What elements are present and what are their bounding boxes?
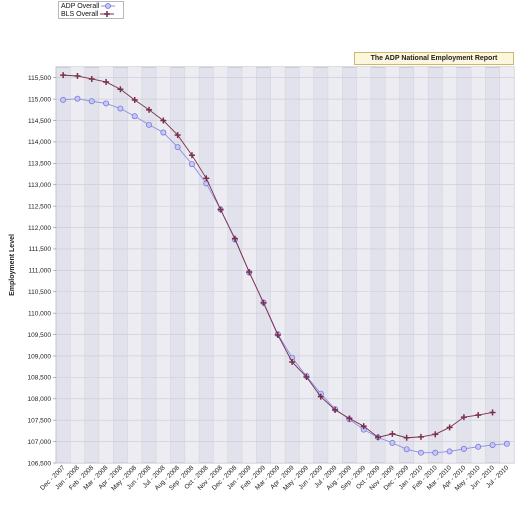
legend-entry-adp: ADP Overall [61,2,123,10]
chart-title: The ADP National Employment Report [354,52,514,65]
data-point-adp [131,113,138,120]
data-point-adp [418,449,424,456]
y-tick-label: 107,500 [28,417,52,424]
data-point-adp [432,449,439,456]
data-point-adp [74,95,81,102]
data-point-bls [375,434,382,441]
data-point-bls [74,72,81,79]
y-tick-label: 110,500 [28,289,51,296]
data-point-bls [317,393,324,400]
data-point-bls [389,430,396,437]
y-tick-label: 106,500 [28,460,52,467]
data-point-bls [160,117,167,124]
data-point-bls [289,358,296,365]
data-point-bls [174,132,181,139]
data-point-adp [160,129,167,136]
y-tick-label: 112,000 [28,225,51,232]
y-tick-label: 108,000 [28,396,52,403]
data-point-adp [60,97,67,103]
data-point-bls [203,175,210,182]
data-point-bls [131,96,138,103]
grid-band [127,67,142,463]
data-point-adp [460,445,467,452]
data-point-bls [117,86,124,93]
grid-band [327,67,343,463]
y-tick-label: 114,500 [28,118,51,125]
grid-band [385,67,400,463]
y-tick-label: 111,000 [28,268,51,275]
data-point-bls [346,415,353,422]
legend-swatch-bls [100,11,115,17]
legend-entry-bls: BLS Overall [61,10,123,18]
data-point-adp [389,439,396,446]
data-point-bls [246,269,253,276]
y-tick-label: 107,000 [28,439,52,446]
y-axis-label: Employment Level [9,234,16,296]
data-point-adp [475,443,482,450]
grid-band [242,67,257,463]
y-tick-label: 109,000 [28,353,52,360]
y-tick-label: 109,500 [28,332,52,339]
data-point-bls [332,406,339,413]
grid-band [213,67,228,463]
grid-band [299,67,314,463]
grid-band [70,67,85,463]
y-tick-label: 113,000 [28,182,51,189]
y-tick-label: 114,000 [28,139,51,146]
y-tick-label: 108,500 [28,375,52,382]
data-point-adp [174,144,181,151]
grid-band [471,67,486,463]
data-point-bls [489,409,496,416]
data-point-bls [360,423,367,430]
data-point-bls [103,78,110,85]
data-point-bls [432,431,439,438]
data-point-bls [460,414,467,421]
data-point-bls [217,206,224,213]
grid-band [499,67,514,463]
data-point-bls [417,433,424,440]
data-point-bls [403,434,410,441]
y-tick-label: 111,500 [28,246,51,253]
grid-band [184,67,200,463]
grid-band [413,67,429,463]
data-point-adp [88,98,95,105]
data-point-adp [403,446,410,453]
data-point-bls [88,75,95,82]
data-point-bls [146,106,153,113]
legend: ADP Overall BLS Overall [58,1,124,19]
data-point-bls [446,424,453,431]
y-axis-ticks: 106,500 107,000 107,500 108,000 108,500 109,0… [28,75,56,467]
series-lines [60,72,510,456]
data-point-bls [60,72,67,79]
data-point-adp [189,161,195,168]
data-point-adp [146,121,152,128]
legend-swatch-adp [101,3,116,9]
data-point-bls [274,331,281,338]
grid-band [98,67,114,463]
data-point-adp [503,440,510,447]
grid [55,67,515,464]
legend-label-bls: BLS Overall [61,10,99,18]
y-tick-label: 113,500 [28,161,51,168]
grid-band [156,67,171,463]
y-tick-label: 115,000 [28,96,51,103]
data-point-bls [260,299,267,306]
data-point-adp [489,442,496,448]
y-tick-label: 115,500 [28,75,51,82]
grid-band [270,67,285,463]
data-point-bls [475,412,482,419]
data-point-bls [231,235,238,242]
grid-band [356,67,371,463]
data-point-bls [303,373,310,380]
y-tick-label: 110,000 [28,310,51,317]
data-point-adp [103,100,110,107]
legend-label-adp: ADP Overall [61,2,100,10]
data-point-adp [117,105,124,112]
data-point-bls [188,152,195,159]
data-point-adp [446,448,453,455]
grid-band [442,67,457,463]
y-tick-label: 112,500 [28,203,51,210]
